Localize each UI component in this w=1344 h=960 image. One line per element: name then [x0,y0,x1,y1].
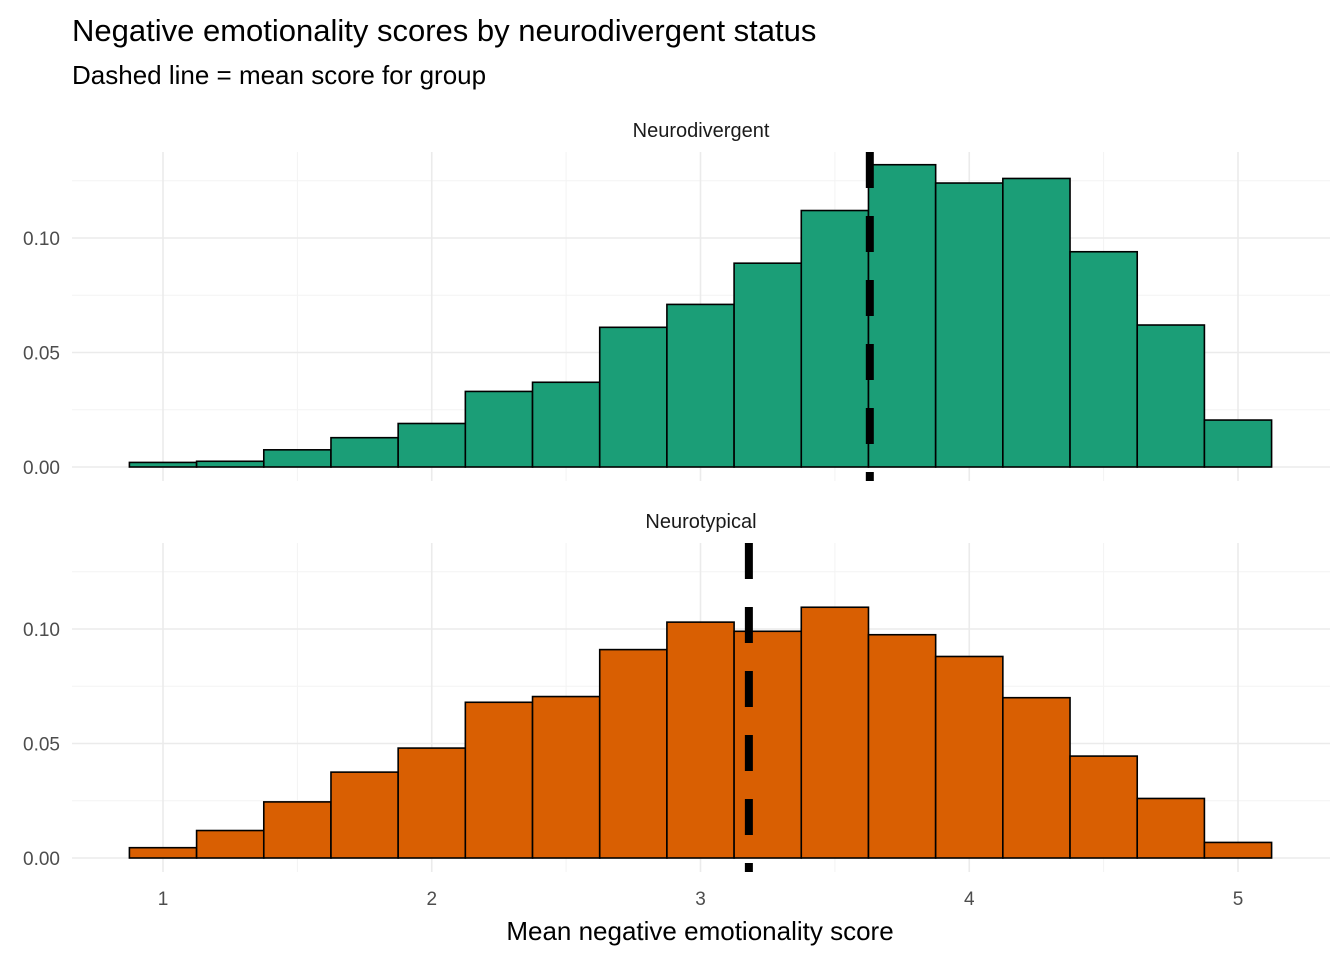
histogram-bar [531,695,601,859]
histogram-bar [800,606,870,859]
histogram-bar [195,460,265,468]
y-tick-label: 0.10 [23,620,60,641]
histogram-bar [1203,419,1273,468]
y-tick-label: 0.05 [23,344,60,365]
histogram-bar [598,326,668,468]
histogram-bar [733,630,803,859]
facet-panels: 0.00 0.05 0.10 Neurodivergent 0.00 0.05 0.10 Ne… [23,120,1330,872]
y-tick-label: 0.00 [23,458,60,479]
histogram-bar [397,422,467,468]
x-tick-label: 2 [426,889,437,910]
histogram-bar [464,390,534,468]
histogram-bar [1203,841,1273,859]
facet-panel-neurodivergent: 0.00 0.05 0.10 Neurodivergent [23,120,1330,481]
chart-subtitle: Dashed line = mean score for group [72,60,486,90]
histogram-bar [1002,696,1071,859]
histogram-bar [666,303,735,468]
histogram-bar [128,846,198,859]
facet-panel-neurotypical: 0.00 0.05 0.10 Neurotypical [23,511,1330,872]
histogram-bar [531,381,601,468]
y-tick-label: 0.05 [23,735,60,756]
histogram-bar [867,633,937,859]
x-tick-label: 3 [695,889,706,910]
facet-strip-label: Neurodivergent [633,120,770,142]
facet-strip-label: Neurotypical [645,511,756,533]
histogram-bar [934,182,1004,468]
x-axis-ticks: 1 2 3 4 5 [158,889,1244,910]
histogram-bar [1002,177,1071,468]
histogram-bar [598,648,668,859]
histogram-bar [800,209,870,468]
chart-title: Negative emotionality scores by neurodiv… [72,13,816,48]
histogram-bar [195,829,265,859]
histogram-bar [1069,755,1139,859]
histogram-bar [934,655,1004,859]
histogram-bar [1136,797,1206,859]
histogram-bar [464,701,534,859]
x-tick-label: 1 [158,889,169,910]
histogram-bar [262,801,332,859]
x-tick-label: 4 [964,889,975,910]
histogram-bar [733,262,803,468]
x-axis-label: Mean negative emotionality score [506,916,893,946]
x-tick-label: 5 [1233,889,1244,910]
histogram-bar [128,461,198,468]
histogram-bar [262,449,332,468]
histogram-bar [397,747,467,859]
histogram-bar [330,436,399,468]
histogram-bar [330,771,399,859]
histogram-bar [666,621,735,859]
histogram-bar [867,163,937,468]
y-tick-label: 0.10 [23,229,60,250]
histogram-bar [1069,250,1139,468]
y-tick-label: 0.00 [23,849,60,870]
histogram-bar [1136,324,1206,468]
